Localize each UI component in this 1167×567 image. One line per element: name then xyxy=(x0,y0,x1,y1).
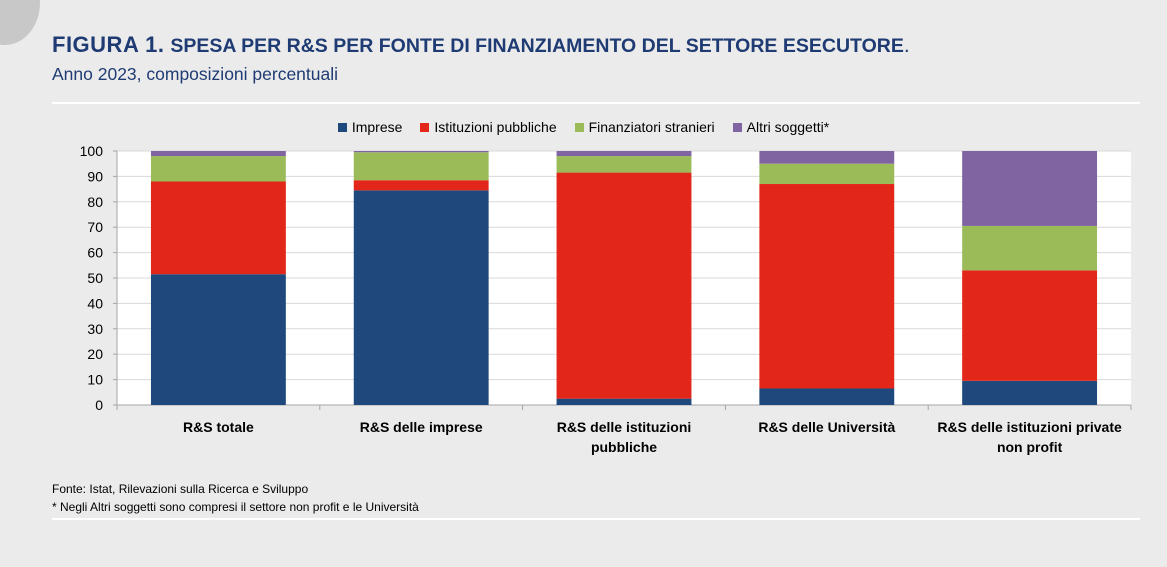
bar-segment xyxy=(759,184,895,389)
chart-subtitle: Anno 2023, composizioni percentuali xyxy=(52,64,339,84)
y-tick-label: 20 xyxy=(87,346,103,362)
legend-label: Istituzioni pubbliche xyxy=(434,119,557,135)
y-tick-label: 10 xyxy=(87,372,103,388)
legend-item: Istituzioni pubbliche xyxy=(420,119,557,135)
figure-header: FIGURA 1. SPESA PER R&S PER FONTE DI FIN… xyxy=(52,32,910,85)
legend-swatch xyxy=(420,122,430,132)
bar-segment xyxy=(962,380,1098,405)
x-tick-label: R&S delle istituzioni private xyxy=(937,419,1122,435)
bar-segment xyxy=(556,156,692,173)
bar-segment xyxy=(759,163,895,185)
y-tick-label: 40 xyxy=(87,295,103,311)
bar-segment xyxy=(353,180,489,191)
bar-segment xyxy=(150,156,286,182)
top-divider xyxy=(52,102,1140,104)
bar-segment xyxy=(353,151,489,153)
source-note: Fonte: Istat, Rilevazioni sulla Ricerca … xyxy=(52,482,309,496)
bar-segment xyxy=(556,398,692,405)
legend-item: Altri soggetti* xyxy=(732,119,830,135)
figure-title: FIGURA 1. SPESA PER R&S PER FONTE DI FIN… xyxy=(52,32,910,58)
y-tick-label: 0 xyxy=(95,397,103,413)
y-tick-label: 60 xyxy=(87,245,103,261)
legend-item: Finanziatori stranieri xyxy=(574,119,715,135)
y-tick-label: 50 xyxy=(87,270,103,286)
legend-label: Imprese xyxy=(351,119,403,135)
x-tick-label: R&S delle imprese xyxy=(360,419,483,435)
bar-segment xyxy=(556,172,692,399)
bar-segment xyxy=(962,270,1098,381)
bar-segment xyxy=(150,151,286,157)
legend-label: Finanziatori stranieri xyxy=(588,119,715,135)
legend-swatch xyxy=(732,122,742,132)
legend-item: Imprese xyxy=(337,119,403,135)
bottom-divider xyxy=(52,518,1140,520)
legend-label: Altri soggetti* xyxy=(746,119,830,135)
chart-title: SPESA PER R&S PER FONTE DI FINANZIAMENTO… xyxy=(170,35,904,57)
x-tick-label: R&S delle Università xyxy=(758,419,895,435)
x-tick-label: non profit xyxy=(997,439,1063,455)
bar-segment xyxy=(150,181,286,275)
y-tick-label: 80 xyxy=(87,194,103,210)
legend-swatch xyxy=(337,122,347,132)
footer: Fonte: Istat, Rilevazioni sulla Ricerca … xyxy=(52,480,419,516)
x-tick-label: pubbliche xyxy=(591,439,657,455)
y-tick-label: 100 xyxy=(80,143,104,159)
bar-segment xyxy=(150,274,286,405)
x-tick-label: R&S totale xyxy=(183,419,254,435)
legend: Imprese Istituzioni pubbliche Finanziatori… xyxy=(0,119,1167,135)
y-tick-label: 30 xyxy=(87,321,103,337)
bar-segment xyxy=(353,152,489,181)
x-tick-label: R&S delle istituzioni xyxy=(557,419,692,435)
y-tick-label: 90 xyxy=(87,168,103,184)
bar-segment xyxy=(556,151,692,157)
title-period: . xyxy=(903,34,910,57)
bar-segment xyxy=(962,225,1098,271)
bar-segment xyxy=(759,388,895,405)
legend-swatch xyxy=(574,122,584,132)
bar-segment xyxy=(962,151,1098,226)
bar-segment xyxy=(353,190,489,405)
footnote: * Negli Altri soggetti sono compresi il … xyxy=(52,500,419,514)
figure-label: FIGURA 1. xyxy=(52,32,165,57)
y-tick-label: 70 xyxy=(87,219,103,235)
bar-segment xyxy=(759,151,895,164)
